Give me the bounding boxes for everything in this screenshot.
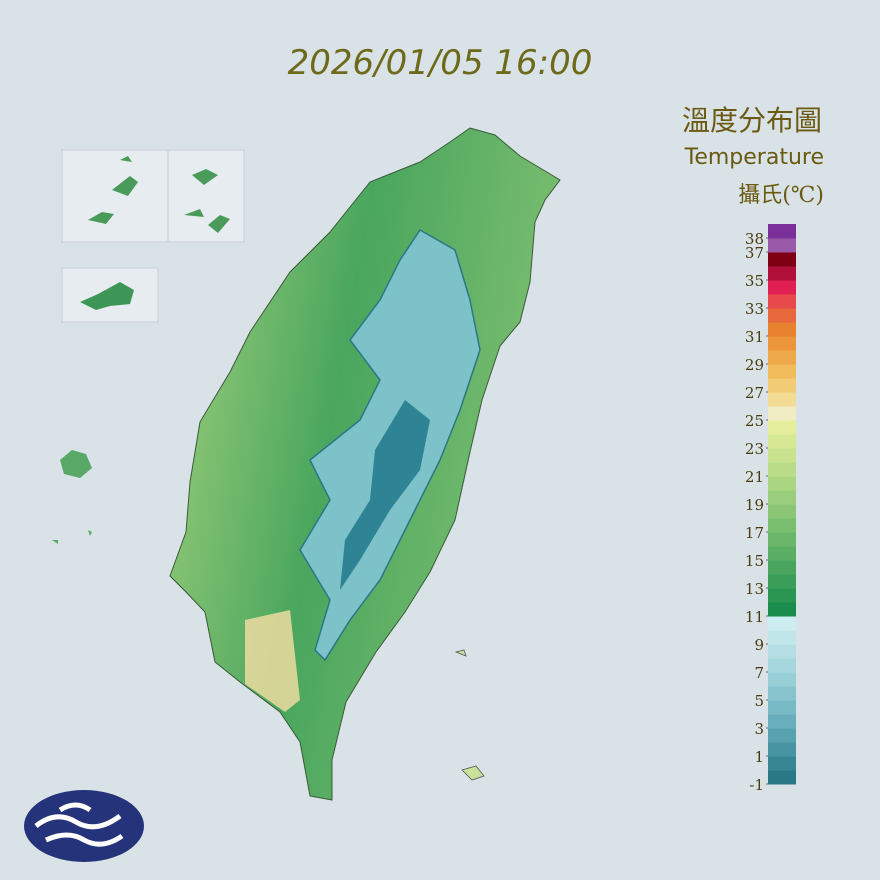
legend-bin [768,448,796,463]
high-peaks [340,400,430,590]
inset-islands [52,149,485,781]
legend-bin [768,630,796,645]
legend-tick-label: 21 [745,468,764,486]
legend-bin [768,686,796,701]
legend-tick-label: 23 [745,440,764,458]
legend-bin [768,616,796,631]
legend-tick-label: 35 [745,272,764,290]
legend-bin [768,742,796,757]
legend-bin [768,574,796,589]
legend-tick-label: 9 [754,636,764,654]
legend-unit: 攝氏(℃) [738,183,824,208]
legend-subtitle: Temperature [684,145,824,170]
legend-bin [768,476,796,491]
legend-tick-label: 15 [745,552,764,570]
legend-bin [768,560,796,575]
legend-bin [768,294,796,309]
legend-bin [768,378,796,393]
legend-tick-label: 27 [745,384,764,402]
legend-tick-label: 37 [745,244,764,262]
legend-tick-label: 7 [754,664,764,682]
legend-tick-label: 31 [745,328,764,346]
legend-tick-label: 33 [745,300,764,318]
legend-bin [768,504,796,519]
legend-bin [768,462,796,477]
legend-bin [768,700,796,715]
legend-tick-label: 19 [745,496,764,514]
southwest-plain [245,610,300,712]
legend-tick-label: 38 [745,230,764,248]
legend-bin [768,756,796,771]
legend-bin [768,336,796,351]
timestamp: 2026/01/05 16:00 [288,43,593,83]
legend-title: 溫度分布圖 [682,104,822,137]
legend-bin [768,644,796,659]
legend-bin [768,518,796,533]
legend-bin [768,280,796,295]
legend-bin [768,322,796,337]
legend-tick-label: 5 [754,692,764,710]
legend-tick-label: 13 [745,580,764,598]
legend-tick-label: 1 [754,748,764,766]
legend-bin [768,392,796,407]
legend-bin [768,406,796,421]
legend-bin [768,490,796,505]
legend-bin [768,364,796,379]
legend-tick-label: 29 [745,356,764,374]
legend-tick-label: -1 [749,776,764,794]
legend-bin [768,602,796,617]
legend-bin [768,266,796,281]
legend-bin [768,588,796,603]
legend-bin [768,238,796,253]
legend-bin [768,420,796,435]
legend-bin [768,252,796,267]
legend-bin [768,728,796,743]
legend-bin [768,308,796,323]
legend-tick-label: 3 [754,720,764,738]
legend-bin [768,714,796,729]
legend-tick-label: 25 [745,412,764,430]
legend-bin [768,532,796,547]
legend-bin [768,672,796,687]
legend-bin [768,434,796,449]
legend-bin [768,770,796,785]
legend-bin [768,350,796,365]
legend-bin [768,658,796,673]
legend-bin [768,546,796,561]
logo [24,790,144,862]
legend-tick-label: 17 [745,524,764,542]
legend-tick-label: 11 [745,608,764,626]
legend-bin [768,224,796,239]
